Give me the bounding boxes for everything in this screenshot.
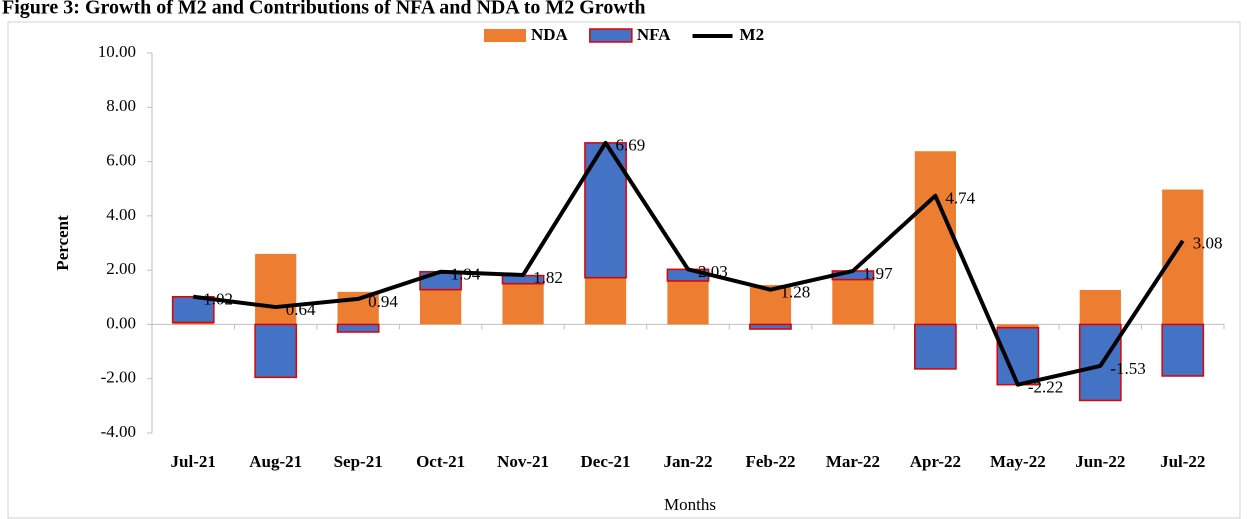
data-label: 0.94 — [368, 292, 398, 311]
line — [192, 140, 1185, 387]
y-tick-label: 4.00 — [106, 205, 136, 224]
bar — [420, 289, 462, 325]
data-label: 1.02 — [203, 290, 233, 309]
bar — [832, 279, 874, 325]
bar — [336, 323, 380, 333]
legend-label: NDA — [531, 25, 569, 44]
x-tick-label: Oct-21 — [416, 452, 465, 471]
bar — [254, 323, 298, 379]
bar — [914, 323, 957, 370]
x-tick-label: Jul-21 — [171, 452, 216, 471]
data-label: 6.69 — [616, 136, 646, 155]
x-tick-label: Feb-22 — [745, 452, 795, 471]
data-label: 1.97 — [863, 264, 893, 283]
bar — [1161, 323, 1205, 377]
data-label: 0.64 — [286, 300, 316, 319]
y-tick-label: -4.00 — [101, 422, 136, 441]
chart-title: Figure 3: Growth of M2 and Contributions… — [2, 0, 646, 19]
legend-swatch — [589, 28, 633, 43]
legend-label: NFA — [637, 25, 671, 44]
legend-label: M2 — [740, 25, 765, 44]
x-axis-title: Months — [664, 495, 716, 514]
bar — [584, 277, 627, 325]
x-tick-label: Dec-21 — [581, 452, 631, 471]
data-label: 4.74 — [945, 189, 975, 208]
x-tick-label: Sep-21 — [334, 452, 383, 471]
y-tick-label: 10.00 — [98, 42, 136, 61]
data-label: -1.53 — [1110, 359, 1145, 378]
x-tick-label: Jun-22 — [1075, 452, 1125, 471]
y-tick-label: 2.00 — [106, 259, 136, 278]
data-label: 2.03 — [698, 262, 728, 281]
x-tick-label: Aug-21 — [249, 452, 302, 471]
bar — [667, 281, 709, 325]
y-tick-label: -2.00 — [101, 368, 136, 387]
x-tick-label: Mar-22 — [826, 452, 880, 471]
y-axis-title: Percent — [53, 215, 72, 271]
bar — [172, 322, 214, 325]
y-tick-label: 0.00 — [106, 313, 136, 332]
data-label: -2.22 — [1028, 378, 1063, 397]
x-tick-label: Nov-21 — [497, 452, 549, 471]
bar — [1162, 189, 1204, 325]
y-tick-label: 8.00 — [106, 96, 136, 115]
data-label: 3.08 — [1193, 234, 1223, 253]
bar — [502, 283, 544, 325]
data-label: 1.82 — [533, 268, 563, 287]
x-tick-label: May-22 — [990, 452, 1046, 471]
x-tick-label: Apr-22 — [910, 452, 961, 471]
y-tick-label: 6.00 — [106, 150, 136, 169]
x-tick-label: Jan-22 — [663, 452, 712, 471]
bar — [914, 151, 956, 325]
bar — [255, 253, 297, 325]
data-label: 1.94 — [451, 265, 481, 284]
bar — [749, 323, 792, 330]
legend-swatch — [484, 29, 526, 42]
bar — [1079, 289, 1121, 325]
x-tick-label: Jul-22 — [1160, 452, 1205, 471]
data-label: 1.28 — [780, 283, 810, 302]
bar — [997, 324, 1039, 328]
